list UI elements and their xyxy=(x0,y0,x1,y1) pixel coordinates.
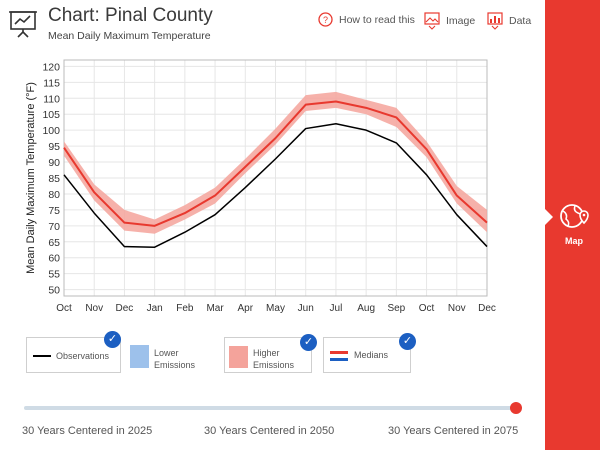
medians-check-icon[interactable]: ✓ xyxy=(399,333,416,350)
x-tick-label: Jul xyxy=(330,303,343,314)
medians-swatch-blue xyxy=(330,358,348,361)
x-tick-label: Sep xyxy=(387,303,405,314)
x-tick-label: Dec xyxy=(116,303,134,314)
y-tick-label: 110 xyxy=(43,93,60,105)
higher-emissions-check-icon[interactable]: ✓ xyxy=(300,334,317,351)
x-tick-label: Feb xyxy=(176,303,194,314)
y-tick-label: 60 xyxy=(48,253,60,265)
plot-border xyxy=(63,59,488,297)
page-title: Chart: Pinal County xyxy=(48,5,213,26)
globe-pin-icon xyxy=(560,204,589,228)
higher-emissions-label-1: Higher xyxy=(253,348,280,358)
y-tick-label: 115 xyxy=(43,77,60,89)
map-button[interactable]: Map xyxy=(555,202,593,250)
medians-swatch-red xyxy=(330,351,348,354)
y-tick-label: 100 xyxy=(42,125,60,137)
right-sidebar xyxy=(545,0,600,450)
y-tick-label: 80 xyxy=(48,189,60,201)
x-tick-label: Apr xyxy=(238,303,254,314)
y-axis-label: Mean Daily Maximum Temperature (°F) xyxy=(25,82,37,274)
how-to-read-button[interactable]: ? How to read this xyxy=(318,12,415,27)
legend-observations[interactable]: Observations xyxy=(26,337,121,373)
x-tick-label: Oct xyxy=(56,303,72,314)
y-tick-label: 65 xyxy=(48,237,60,249)
x-tick-label: Nov xyxy=(448,303,466,314)
timeline-label-2075[interactable]: 30 Years Centered in 2075 xyxy=(388,425,519,437)
timeline-track[interactable] xyxy=(24,406,516,410)
y-tick-label: 120 xyxy=(42,61,60,73)
higher-emissions-label-2: Emissions xyxy=(253,360,295,370)
sidebar-notch xyxy=(545,209,553,225)
x-tick-label: Mar xyxy=(206,303,224,314)
higher-emissions-swatch xyxy=(229,346,248,368)
observations-line xyxy=(63,123,488,248)
data-label: Data xyxy=(509,15,532,27)
medians-line xyxy=(63,100,488,227)
x-tick-label: Nov xyxy=(85,303,103,314)
timeline-handle[interactable] xyxy=(510,402,522,414)
y-tick-label: 55 xyxy=(48,269,60,281)
image-download-icon xyxy=(424,12,440,30)
map-label: Map xyxy=(565,236,583,246)
x-tick-label: Jan xyxy=(147,303,163,314)
y-tick-label: 105 xyxy=(42,109,60,121)
download-image-button[interactable]: Image xyxy=(424,12,475,30)
page-subtitle: Mean Daily Maximum Temperature xyxy=(48,30,211,42)
x-tick-label: May xyxy=(266,303,285,314)
data-download-icon xyxy=(487,12,503,30)
medians-label: Medians xyxy=(354,350,389,360)
observations-check-icon[interactable]: ✓ xyxy=(104,331,121,348)
y-tick-label: 75 xyxy=(48,205,60,217)
x-tick-label: Aug xyxy=(357,303,375,314)
observations-swatch xyxy=(33,355,51,357)
presentation-chart-icon xyxy=(9,11,37,38)
chart-header: Chart: Pinal County Mean Daily Maximum T… xyxy=(0,0,545,50)
legend-higher-emissions[interactable]: Higher Emissions xyxy=(224,337,312,373)
question-circle-icon: ? xyxy=(318,12,333,27)
timeline-label-2025[interactable]: 30 Years Centered in 2025 xyxy=(22,425,153,437)
svg-text:?: ? xyxy=(323,15,328,25)
lower-emissions-label-1: Lower xyxy=(154,348,179,358)
y-tick-label: 90 xyxy=(48,157,60,169)
y-tick-label: 70 xyxy=(48,221,60,233)
timeline-label-2050[interactable]: 30 Years Centered in 2050 xyxy=(204,425,335,437)
x-tick-label: Dec xyxy=(478,303,496,314)
x-tick-label: Oct xyxy=(419,303,435,314)
observations-label: Observations xyxy=(56,351,110,361)
y-tick-label: 50 xyxy=(48,285,60,297)
image-label: Image xyxy=(446,15,476,27)
x-tick-label: Jun xyxy=(298,303,314,314)
legend-medians[interactable]: Medians xyxy=(323,337,411,373)
y-tick-label: 95 xyxy=(48,141,60,153)
how-to-read-label: How to read this xyxy=(339,13,415,26)
lower-emissions-swatch[interactable] xyxy=(130,345,149,368)
download-data-button[interactable]: Data xyxy=(487,12,531,30)
lower-emissions-label-2: Emissions xyxy=(154,360,196,370)
temperature-chart: 50 55 60 65 70 75 80 85 90 95 100 105 110 115 120 Oct No… xyxy=(25,59,496,314)
y-tick-label: 85 xyxy=(48,173,60,185)
